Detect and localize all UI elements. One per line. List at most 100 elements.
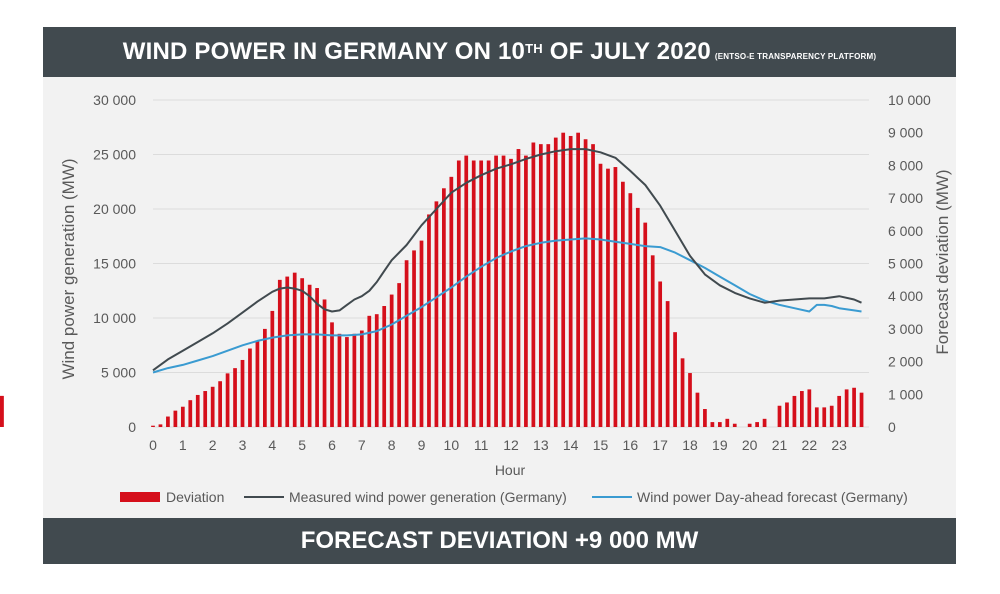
legend-label-deviation: Deviation bbox=[166, 489, 224, 505]
deviation-bar bbox=[427, 214, 431, 427]
deviation-bar bbox=[442, 188, 446, 427]
x-tick-label: 14 bbox=[563, 437, 579, 453]
x-tick-label: 0 bbox=[149, 437, 157, 453]
deviation-bar bbox=[725, 418, 730, 427]
deviation-bar bbox=[747, 423, 752, 427]
deviation-bar bbox=[583, 139, 588, 428]
deviation-bar bbox=[538, 144, 543, 427]
deviation-bar bbox=[650, 255, 655, 427]
deviation-bar bbox=[180, 406, 185, 427]
deviation-bar bbox=[359, 330, 364, 427]
deviation-bar bbox=[509, 158, 513, 428]
deviation-bar bbox=[695, 392, 700, 427]
deviation-bar bbox=[374, 314, 379, 427]
right-axis-ticks: 0 1 000 2 000 3 000 4 000 5 000 6 000 7 000 8 00… bbox=[888, 92, 931, 435]
deviation-bar bbox=[225, 373, 230, 427]
deviation-bar bbox=[807, 389, 812, 427]
right-axis-label: Forecast deviation (MW) bbox=[933, 169, 952, 354]
deviation-bar bbox=[658, 281, 663, 427]
x-tick-label: 17 bbox=[652, 437, 668, 453]
deviation-bar bbox=[218, 381, 222, 427]
deviation-bar bbox=[494, 155, 498, 427]
deviation-bar bbox=[606, 168, 610, 428]
deviation-bar bbox=[688, 373, 692, 427]
deviation-bar bbox=[456, 160, 461, 427]
deviation-bar bbox=[404, 260, 409, 427]
right-tick-label: 10 000 bbox=[888, 92, 931, 108]
deviation-bar bbox=[300, 278, 305, 427]
x-tick-label: 18 bbox=[682, 437, 698, 453]
x-tick-label: 12 bbox=[503, 437, 519, 453]
deviation-bar bbox=[785, 402, 789, 427]
chart-frame bbox=[43, 27, 956, 564]
series-lines bbox=[152, 148, 862, 374]
deviation-bar bbox=[277, 279, 282, 427]
deviation-bar bbox=[337, 333, 342, 427]
left-axis-label: Wind power generation (MW) bbox=[59, 158, 78, 379]
deviation-bar bbox=[352, 333, 357, 427]
deviation-bar bbox=[777, 405, 782, 427]
right-tick-label: 0 bbox=[888, 419, 896, 435]
left-axis-ticks: 0 5 000 10 000 15 000 20 000 25 000 30 000 bbox=[93, 92, 136, 435]
legend-label-forecast: Wind power Day-ahead forecast (Germany) bbox=[637, 489, 908, 505]
deviation-bar bbox=[307, 284, 312, 427]
legend: Deviation Measured wind power generation… bbox=[120, 489, 908, 505]
deviation-bar bbox=[524, 155, 528, 427]
deviation-bar bbox=[792, 395, 797, 427]
deviation-bar bbox=[680, 358, 685, 427]
forecast-deviation-text: FORECAST DEVIATION +9 000 MW bbox=[300, 527, 699, 554]
deviation-bar bbox=[248, 348, 252, 427]
x-tick-label: 8 bbox=[388, 437, 396, 453]
right-tick-label: 6 000 bbox=[888, 223, 923, 239]
deviation-bar bbox=[710, 422, 715, 427]
forecast-deviation-banner: FORECAST DEVIATION +9 000 MW bbox=[43, 518, 956, 564]
chart-title-banner: WIND POWER IN GERMANY ON 10TH OF JULY 20… bbox=[43, 27, 956, 77]
right-tick-label: 1 000 bbox=[888, 386, 923, 402]
left-tick-label: 10 000 bbox=[93, 310, 136, 326]
deviation-bar bbox=[501, 155, 506, 427]
measured-line bbox=[152, 148, 862, 372]
left-tick-label: 5 000 bbox=[101, 365, 136, 381]
deviation-bar bbox=[315, 288, 319, 427]
deviation-bar bbox=[270, 310, 275, 427]
deviation-bar bbox=[814, 407, 819, 427]
right-tick-label: 5 000 bbox=[888, 256, 923, 272]
deviation-bar bbox=[673, 332, 677, 427]
deviation-bar bbox=[382, 306, 387, 427]
deviation-bar bbox=[576, 132, 580, 427]
deviation-bar bbox=[0, 395, 4, 427]
deviation-bar bbox=[516, 149, 521, 428]
x-tick-label: 11 bbox=[474, 437, 489, 453]
deviation-bar bbox=[591, 144, 595, 427]
deviation-bar bbox=[598, 163, 603, 427]
deviation-bar bbox=[292, 272, 297, 427]
x-tick-label: 7 bbox=[358, 437, 366, 453]
left-tick-label: 15 000 bbox=[93, 256, 136, 272]
deviation-bar bbox=[703, 409, 707, 427]
deviation-bar bbox=[531, 142, 536, 427]
x-tick-label: 4 bbox=[268, 437, 276, 453]
deviation-bar bbox=[852, 387, 856, 427]
deviation-bar bbox=[195, 394, 200, 427]
legend-swatch-deviation bbox=[120, 492, 160, 502]
deviation-bar bbox=[568, 135, 573, 427]
deviation-bar bbox=[419, 240, 424, 427]
x-tick-label: 13 bbox=[533, 437, 549, 453]
x-tick-label: 2 bbox=[209, 437, 217, 453]
deviation-bar bbox=[561, 132, 566, 427]
deviation-bar bbox=[210, 386, 215, 427]
deviation-bar bbox=[553, 137, 558, 428]
deviation-bar bbox=[822, 407, 827, 427]
deviation-bar bbox=[859, 392, 864, 427]
deviation-bar bbox=[717, 422, 722, 427]
deviation-bar bbox=[837, 395, 842, 427]
deviation-bar bbox=[486, 160, 491, 427]
right-tick-label: 8 000 bbox=[888, 157, 923, 173]
deviation-bar bbox=[188, 400, 193, 427]
deviation-bar bbox=[240, 359, 245, 427]
deviation-bar bbox=[628, 193, 633, 427]
deviation-bar bbox=[367, 315, 372, 427]
right-tick-label: 2 000 bbox=[888, 354, 923, 370]
chart-title-superscript: TH bbox=[525, 41, 543, 56]
